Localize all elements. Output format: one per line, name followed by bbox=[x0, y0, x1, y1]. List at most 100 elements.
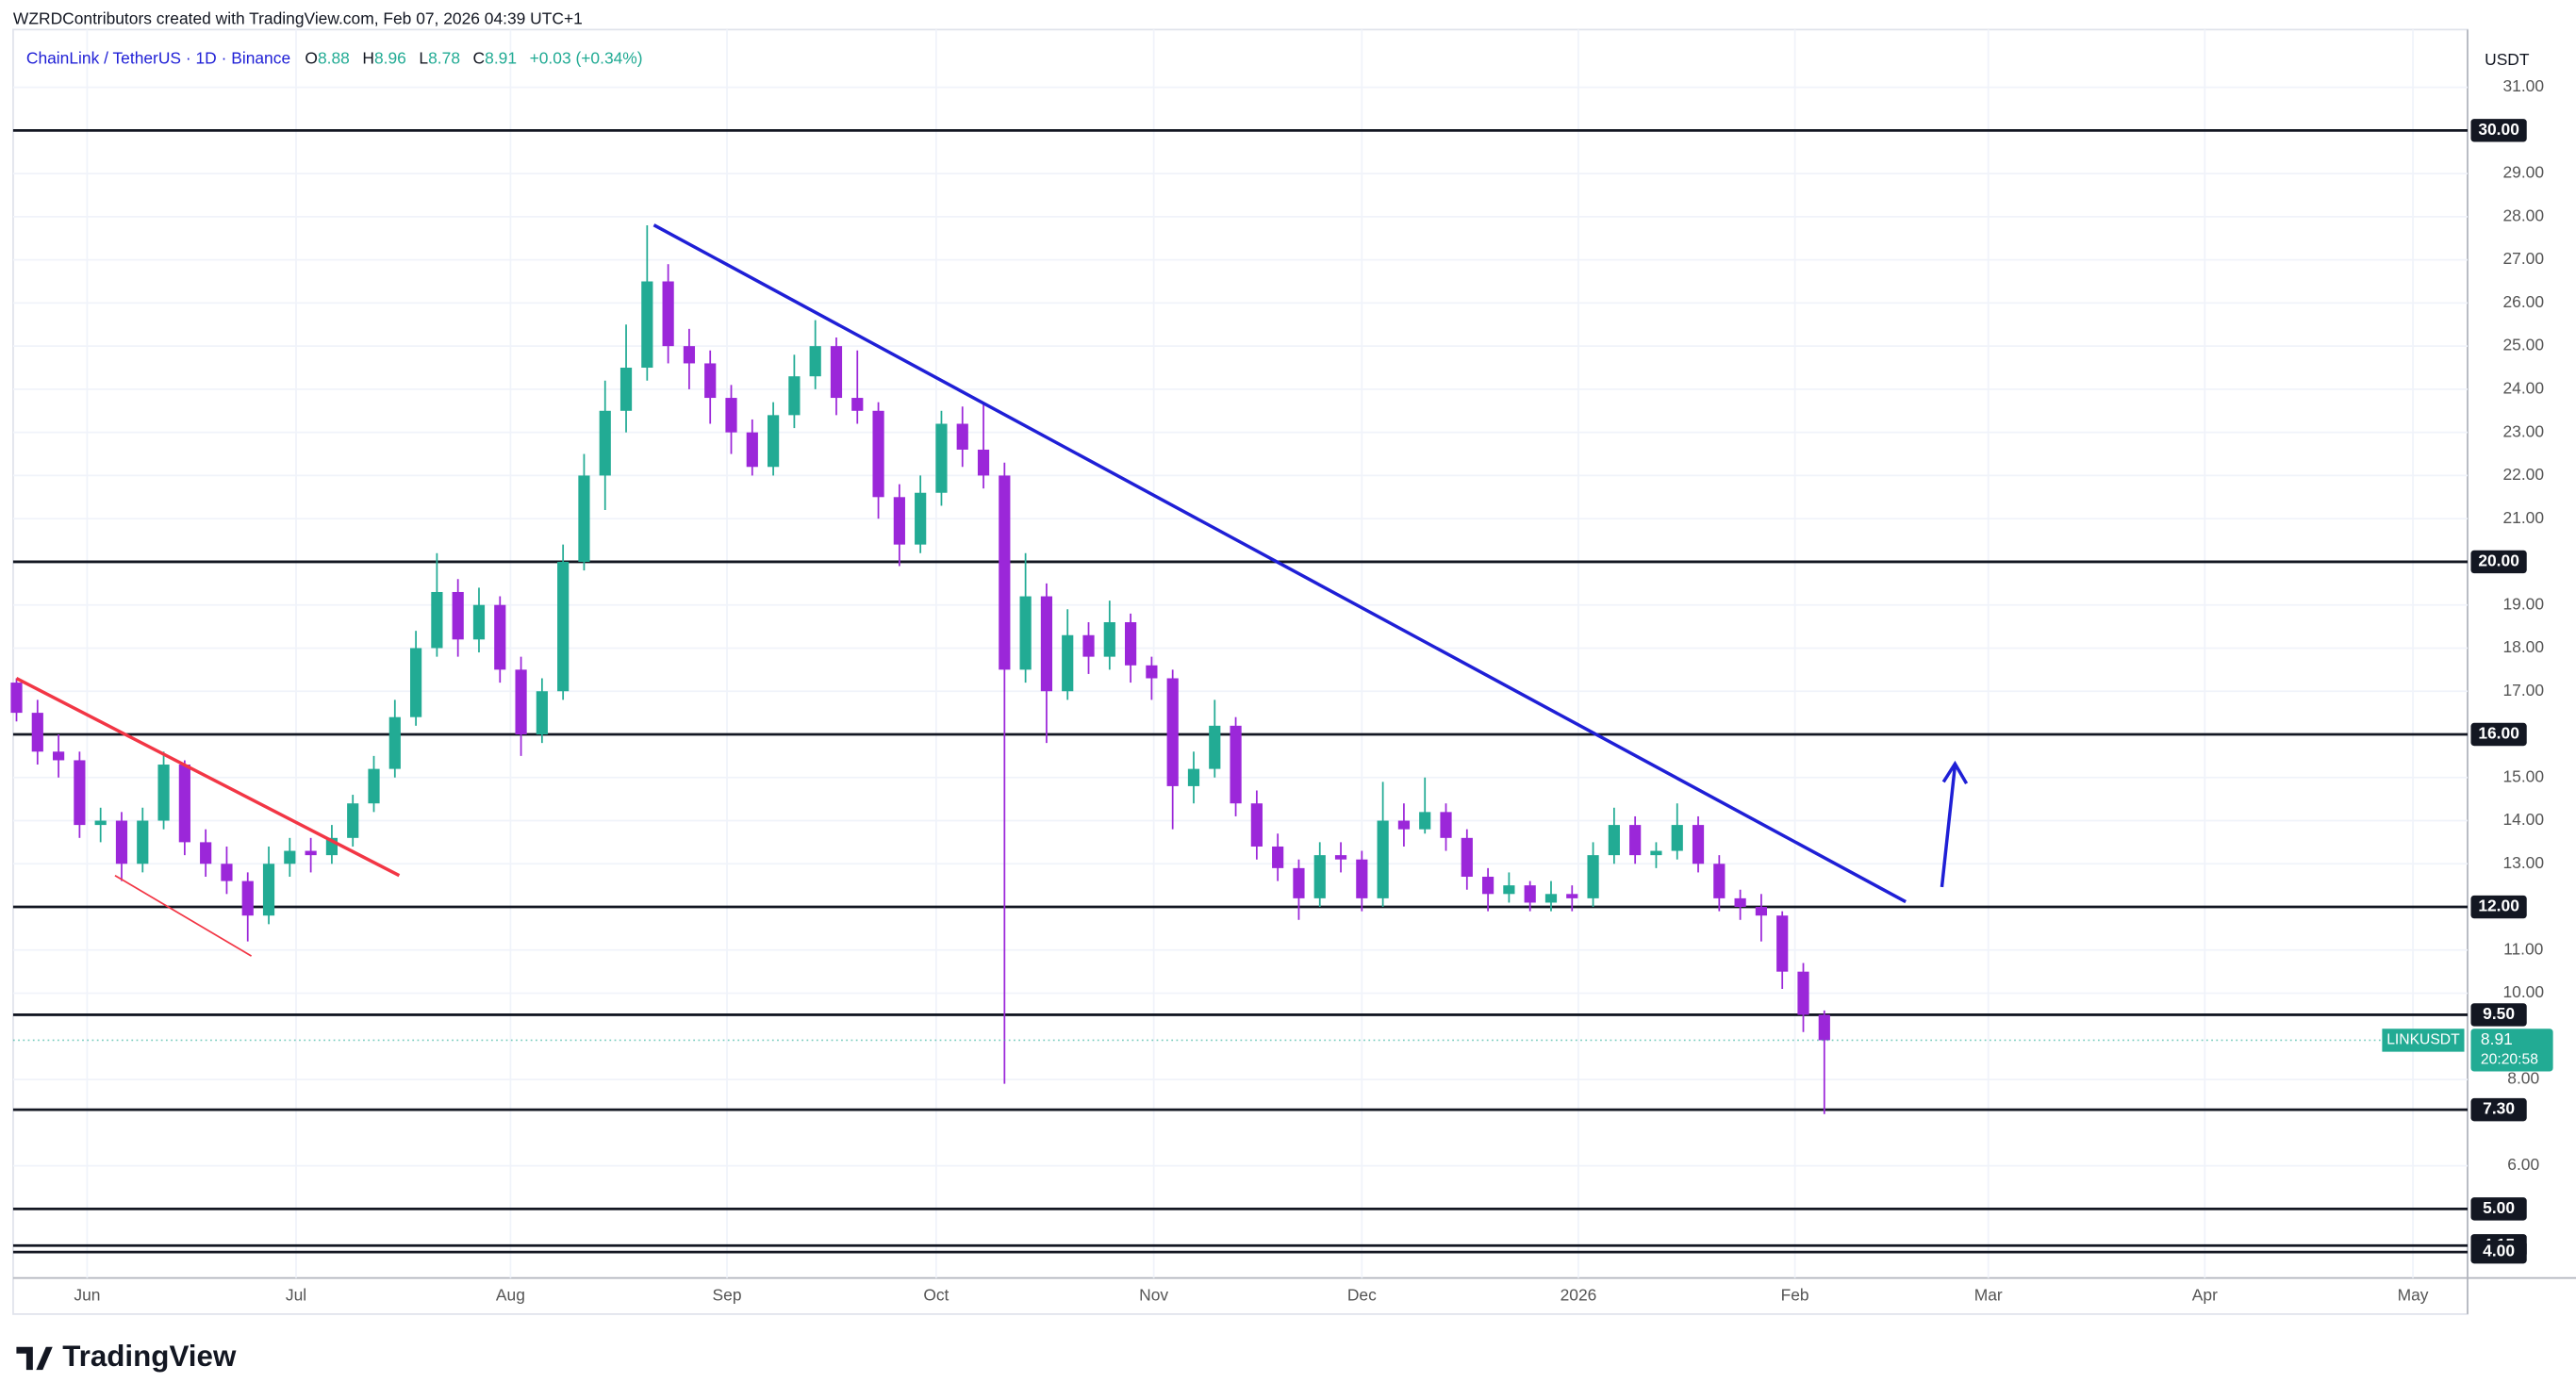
y-tick-label: 24.00 bbox=[2502, 379, 2544, 398]
candle-body bbox=[1671, 825, 1683, 851]
candle-body bbox=[725, 398, 737, 433]
y-tick-label: 18.00 bbox=[2502, 637, 2544, 656]
y-tick-label: 6.00 bbox=[2507, 1155, 2539, 1174]
candle-body bbox=[472, 604, 486, 640]
y-tick-label: 26.00 bbox=[2502, 292, 2544, 311]
x-tick-label: Feb bbox=[1781, 1285, 1809, 1304]
candle-body bbox=[1062, 634, 1074, 692]
brand: TradingView bbox=[62, 1340, 237, 1373]
x-tick-label: Jun bbox=[74, 1285, 100, 1304]
candle-body bbox=[915, 492, 927, 545]
candle-body bbox=[872, 410, 884, 498]
level-tag bbox=[2470, 1197, 2527, 1221]
y-tick-label: 15.00 bbox=[2502, 766, 2544, 785]
y-tick-label: 11.00 bbox=[2503, 939, 2543, 958]
candle-body bbox=[683, 346, 696, 364]
candle-body bbox=[536, 691, 548, 734]
candle-body bbox=[578, 475, 590, 562]
candle-body bbox=[809, 346, 821, 377]
y-tick-label: 23.00 bbox=[2502, 421, 2544, 440]
legend-l-label: L bbox=[419, 48, 428, 67]
x-tick-label: Dec bbox=[1347, 1285, 1377, 1304]
candle-body bbox=[851, 398, 864, 411]
candle-body bbox=[599, 410, 611, 476]
candle-body bbox=[1650, 850, 1662, 856]
legend-l-value: 8.78 bbox=[428, 48, 460, 67]
drawings bbox=[15, 223, 1969, 957]
price-label: 8.91 bbox=[2481, 1029, 2513, 1048]
red-channel-line bbox=[114, 874, 253, 957]
level-label: 4.00 bbox=[2483, 1242, 2515, 1260]
candles: LINKUSDT bbox=[10, 225, 1830, 1114]
level-tag bbox=[2470, 895, 2527, 919]
candle-body bbox=[1524, 885, 1536, 903]
x-tick-label: Oct bbox=[923, 1285, 949, 1304]
legend-h-value: 8.96 bbox=[374, 48, 406, 67]
candle-body bbox=[1040, 596, 1053, 692]
candle-body bbox=[1082, 634, 1095, 657]
candle-body bbox=[1776, 915, 1789, 972]
candle-body bbox=[746, 432, 758, 468]
candle-body bbox=[1587, 855, 1599, 898]
candle-body bbox=[200, 842, 212, 864]
y-unit: USDT bbox=[2485, 50, 2530, 69]
candle-body bbox=[767, 415, 780, 468]
symbol-title: ChainLink / TetherUS · 1D · Binance bbox=[26, 48, 290, 67]
header-text: WZRDContributors created with TradingVie… bbox=[13, 9, 583, 28]
candle-body bbox=[241, 881, 254, 916]
symbol-label: LINKUSDT bbox=[2386, 1032, 2460, 1048]
candle-body bbox=[1734, 897, 1746, 908]
x-tick-label: May bbox=[2398, 1285, 2429, 1304]
y-tick-label: 19.00 bbox=[2502, 594, 2544, 613]
candle-body bbox=[1440, 812, 1452, 838]
candle-body bbox=[1124, 622, 1137, 666]
candle-body bbox=[115, 820, 128, 864]
y-tick-label: 22.00 bbox=[2502, 465, 2544, 484]
x-tick-label: Aug bbox=[496, 1285, 525, 1304]
candle-body bbox=[1293, 867, 1305, 898]
candle-body bbox=[704, 363, 717, 399]
y-tick-label: 29.00 bbox=[2502, 163, 2544, 182]
candle-body bbox=[1313, 855, 1326, 898]
candle-body bbox=[956, 423, 968, 450]
level-tag bbox=[2470, 722, 2527, 747]
candle-body bbox=[409, 648, 422, 717]
candle-body bbox=[1209, 725, 1221, 769]
candle-body bbox=[94, 820, 107, 826]
candle-body bbox=[137, 820, 149, 864]
blue-trendline bbox=[652, 223, 1907, 904]
candle-body bbox=[1334, 855, 1347, 860]
red-trendline bbox=[15, 677, 401, 878]
candle-body bbox=[788, 376, 801, 416]
candle-body bbox=[1377, 820, 1389, 898]
candle-body bbox=[1146, 665, 1158, 679]
candle-body bbox=[1608, 825, 1620, 856]
countdown-label: 20:20:58 bbox=[2481, 1051, 2538, 1067]
candle-body bbox=[1019, 596, 1032, 670]
level-tag bbox=[2470, 550, 2527, 574]
candle-body bbox=[557, 561, 570, 692]
candle-body bbox=[1755, 907, 1768, 916]
x-tick-label: Jul bbox=[286, 1285, 306, 1304]
y-tick-label: 10.00 bbox=[2502, 982, 2544, 1001]
level-tag bbox=[2470, 1240, 2527, 1264]
candle-body bbox=[1481, 877, 1494, 895]
candle-body bbox=[641, 281, 653, 369]
x-tick-label: Nov bbox=[1139, 1285, 1168, 1304]
x-tick-label: Apr bbox=[2192, 1285, 2218, 1304]
candle-body bbox=[157, 765, 170, 821]
candle-body bbox=[347, 803, 359, 838]
candle-body bbox=[935, 423, 948, 493]
level-label: 16.00 bbox=[2478, 724, 2519, 743]
candle-body bbox=[388, 716, 401, 769]
legend-text: ChainLink / TetherUS · 1D · Binance O8.8… bbox=[26, 48, 643, 67]
candle-body bbox=[999, 475, 1011, 670]
candle-body bbox=[1397, 820, 1411, 830]
candle-body bbox=[1419, 812, 1431, 830]
level-label: 20.00 bbox=[2478, 551, 2519, 570]
level-tag bbox=[2470, 1003, 2527, 1027]
candle-body bbox=[305, 850, 317, 856]
candle-body bbox=[1797, 971, 1809, 1015]
candle-body bbox=[830, 346, 843, 399]
